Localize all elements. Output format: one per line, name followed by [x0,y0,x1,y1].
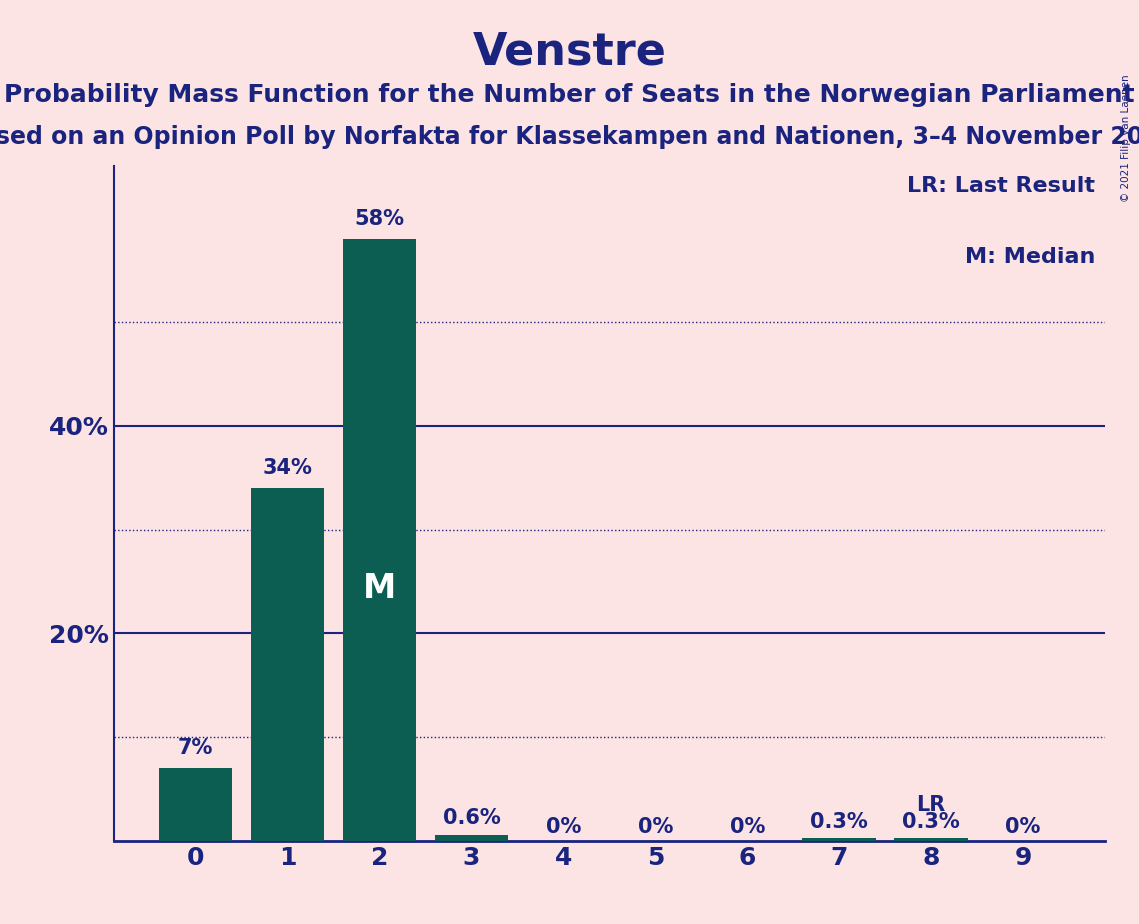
Text: LR: LR [917,795,945,815]
Bar [435,834,508,841]
Text: M: Median: M: Median [965,248,1095,267]
Text: © 2021 Filip van Laenen: © 2021 Filip van Laenen [1121,74,1131,201]
Text: Based on an Opinion Poll by Norfakta for Klassekampen and Nationen, 3–4 November: Based on an Opinion Poll by Norfakta for… [0,125,1139,149]
Text: 0.6%: 0.6% [443,808,500,829]
Text: LR: Last Result: LR: Last Result [907,176,1095,197]
Text: 0.3%: 0.3% [810,811,868,832]
Text: Venstre: Venstre [473,30,666,74]
Text: M: M [363,572,396,604]
Text: Probability Mass Function for the Number of Seats in the Norwegian Parliament: Probability Mass Function for the Number… [5,83,1134,107]
Bar [894,838,968,841]
Text: 0%: 0% [1006,817,1041,837]
Bar [343,239,417,841]
Bar [159,768,232,841]
Text: 58%: 58% [354,209,404,228]
Bar [251,488,325,841]
Text: 0%: 0% [730,817,765,837]
Text: 0%: 0% [546,817,581,837]
Text: 34%: 34% [263,457,312,478]
Text: 7%: 7% [178,738,213,758]
Text: 0.3%: 0.3% [902,811,960,832]
Bar [802,838,876,841]
Text: 0%: 0% [638,817,673,837]
